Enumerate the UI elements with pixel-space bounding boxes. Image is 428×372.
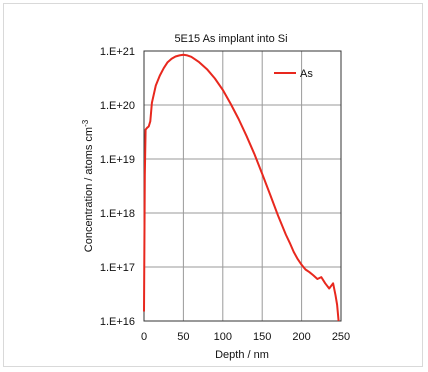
y-tick-label: 1.E+21	[100, 46, 135, 58]
x-tick-label: 0	[141, 331, 147, 343]
y-tick-label: 1.E+16	[100, 316, 135, 328]
y-axis-label: Concentration / atoms cm-3	[81, 119, 95, 252]
grid	[144, 51, 341, 321]
y-tick-label: 1.E+18	[100, 208, 135, 220]
y-tick-label: 1.E+17	[100, 262, 135, 274]
series-line-as	[143, 53, 340, 322]
legend: As	[274, 68, 313, 80]
x-axis-label: Depth / nm	[215, 349, 269, 361]
x-tick-label: 50	[177, 331, 189, 343]
x-tick-label: 100	[214, 331, 232, 343]
y-tick-label: 1.E+19	[100, 154, 135, 166]
chart-title: 5E15 As implant into Si	[174, 33, 287, 45]
axis-ticks: 0 50 100 150 200 250 1.E+16 1.E+17 1.E+18 1.E+19 1…	[100, 46, 350, 343]
legend-label-as: As	[300, 68, 313, 80]
y-axis-label-main: Concentration / atoms cm	[83, 127, 95, 252]
y-tick-label: 1.E+20	[100, 100, 135, 112]
x-tick-label: 200	[292, 331, 310, 343]
x-tick-label: 150	[253, 331, 271, 343]
series-layer	[143, 53, 340, 322]
chart-frame	[3, 3, 423, 367]
y-axis-label-superscript: -3	[81, 119, 90, 127]
plot-area-border	[143, 50, 342, 322]
x-tick-label: 250	[332, 331, 350, 343]
